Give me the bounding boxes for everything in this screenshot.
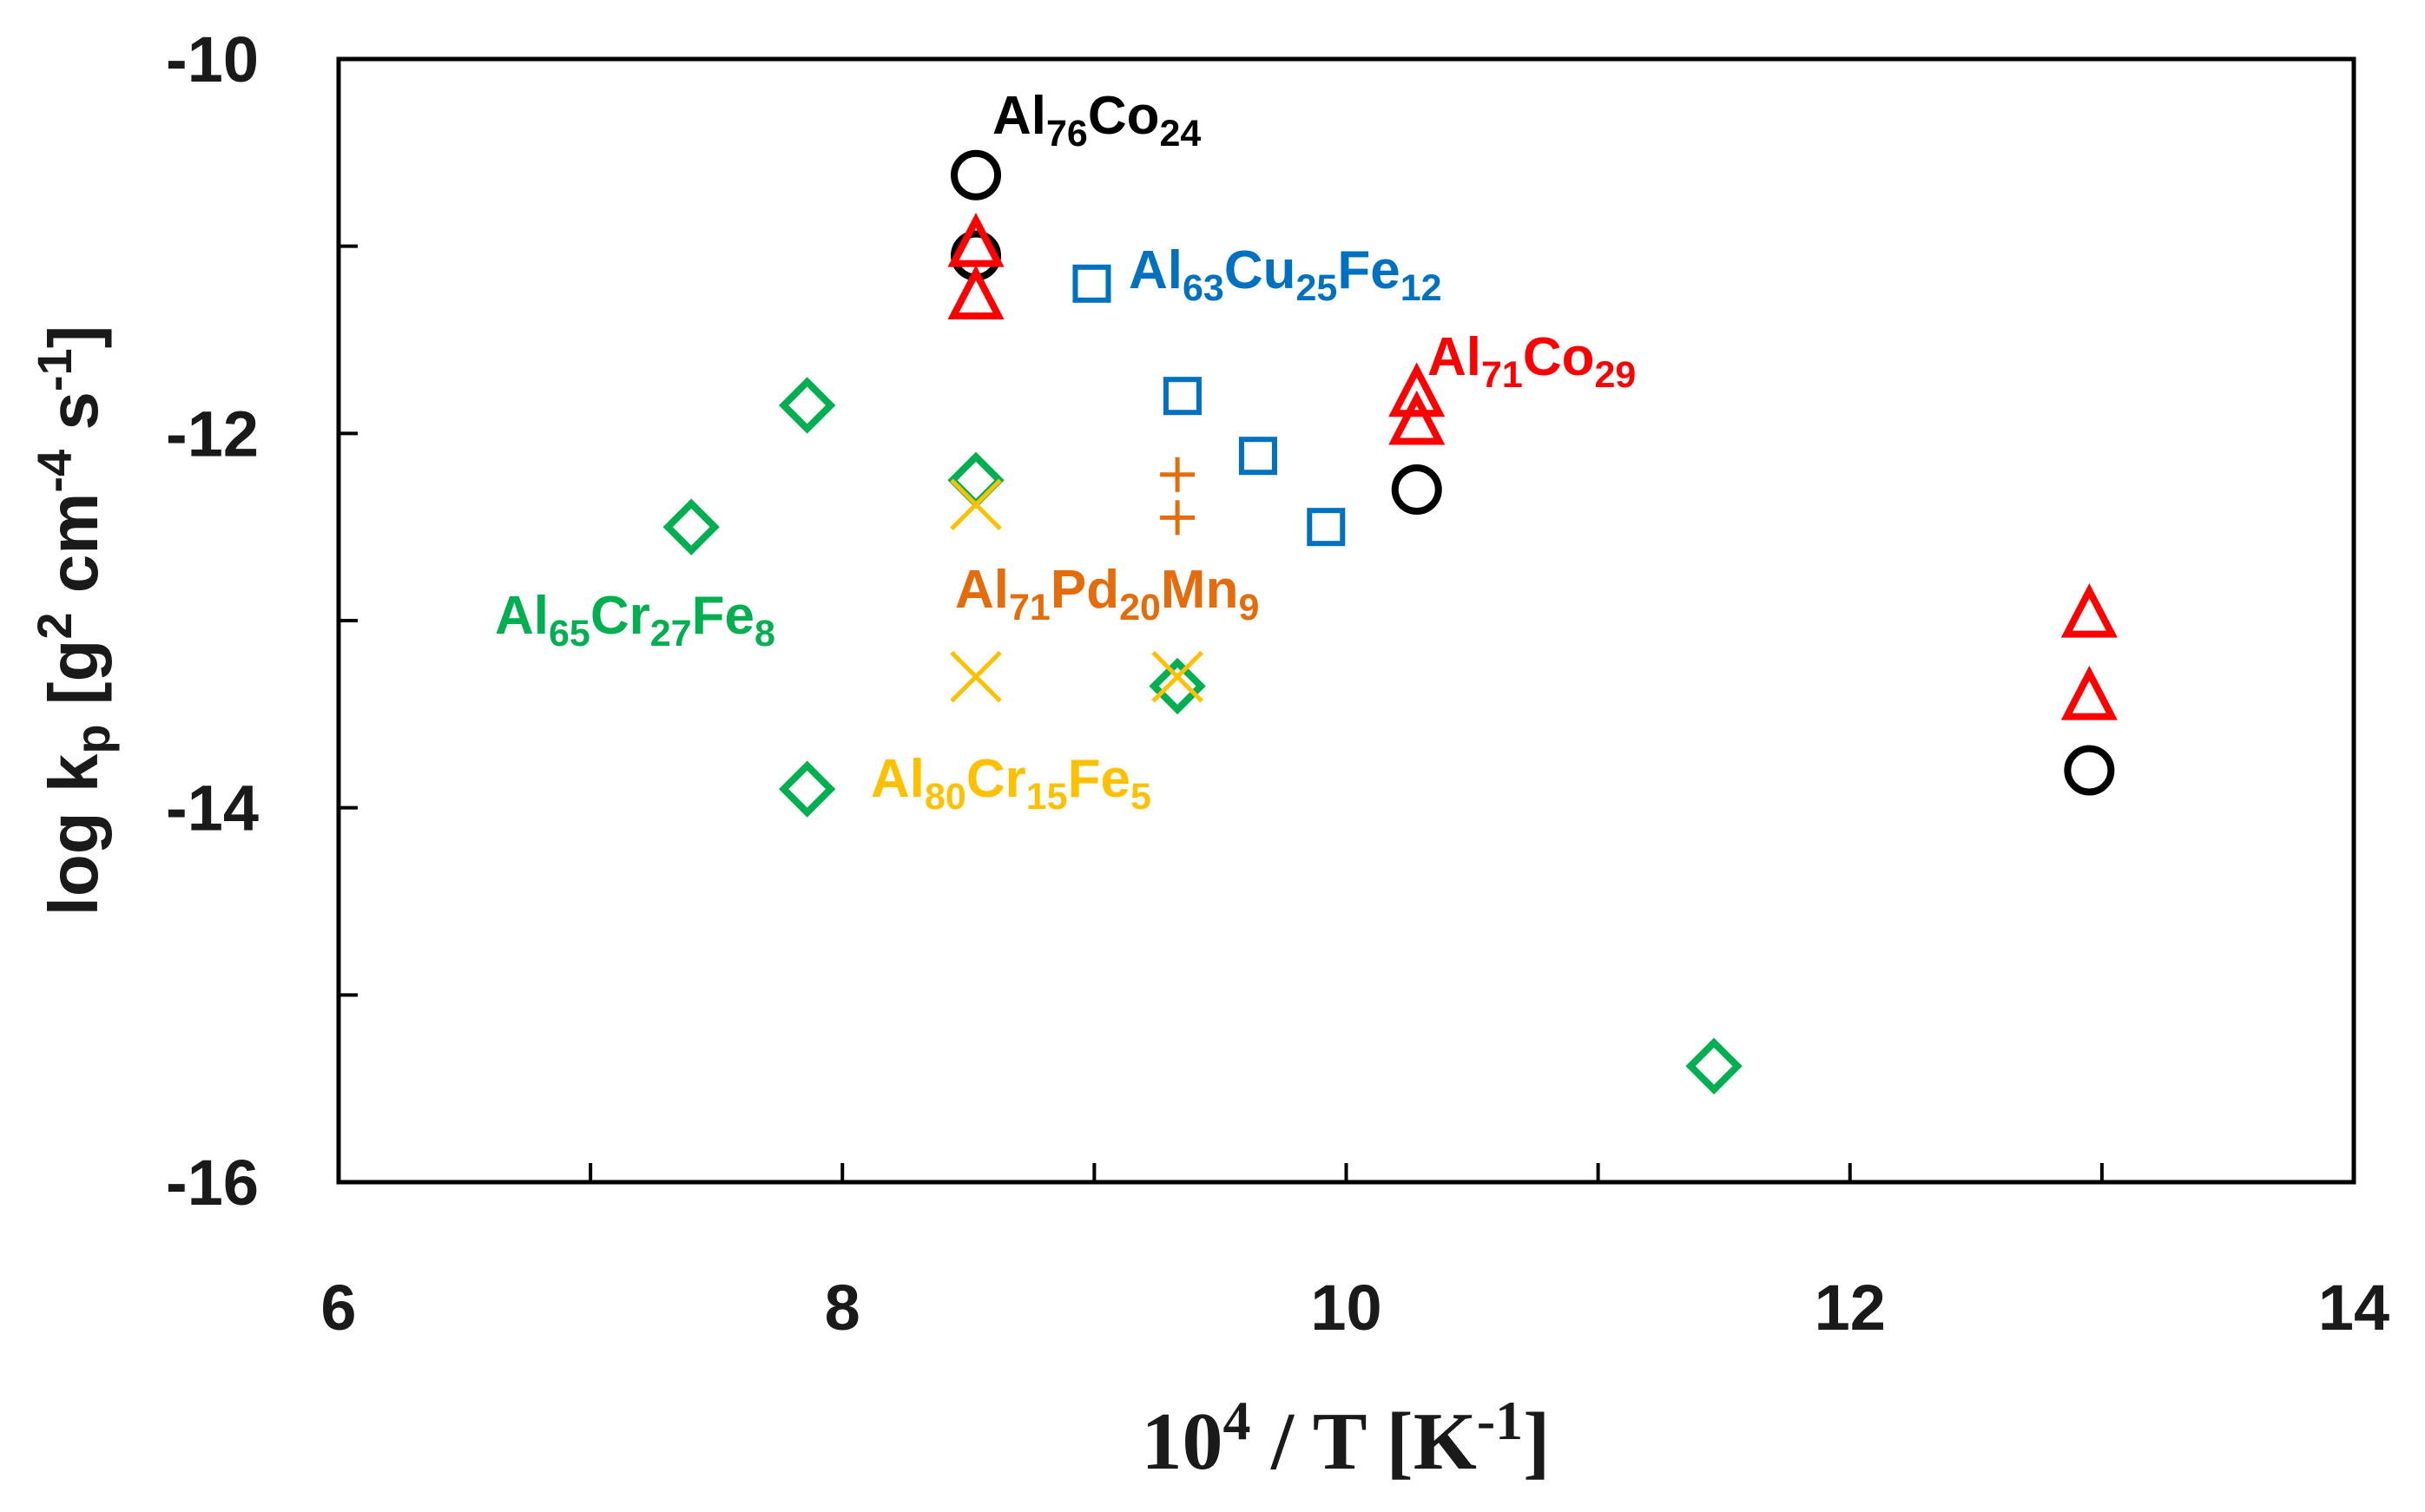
x-tick-label: 10 <box>1310 1272 1381 1344</box>
y-tick-label: -12 <box>166 398 259 470</box>
data-markers <box>662 149 2118 1095</box>
annotation-al71co29: Al71Co29 <box>1427 327 1636 396</box>
marker-al63cu25fe12-point <box>1072 264 1111 303</box>
marker-al80cr15fe5-point <box>950 478 1002 531</box>
y-axis-label: log kp [g2 cm-4 s-1] <box>27 325 120 917</box>
marker-al71pd20mn9-point <box>1160 457 1196 492</box>
marker-al65cr27fe8-point <box>947 451 1005 509</box>
marker-al71co29-point <box>2060 665 2118 720</box>
marker-al76co24-point <box>951 149 1002 201</box>
marker-al80cr15fe5-point <box>1151 650 1203 703</box>
marker-al63cu25fe12-point <box>1307 508 1346 547</box>
marker-al71co29-point <box>947 212 1005 267</box>
x-tick-label: 12 <box>1815 1272 1886 1344</box>
marker-al65cr27fe8-point <box>778 377 836 434</box>
marker-al71co29-point <box>947 265 1005 320</box>
y-tick-label: -10 <box>166 23 259 95</box>
marker-al63cu25fe12-point <box>1238 437 1277 476</box>
marker-al80cr15fe5-point <box>950 650 1002 703</box>
annotation-al80cr15fe5: Al80Cr15Fe5 <box>871 749 1151 818</box>
axis-tick-labels: 6 8 10 12 14 -10 -12 -14 -16 <box>166 23 2389 1344</box>
marker-al63cu25fe12-point <box>1163 377 1202 416</box>
marker-al71co29-point <box>1388 362 1446 417</box>
plot-area: 6 8 10 12 14 -10 -12 -14 -16 <box>166 23 2389 1344</box>
marker-al65cr27fe8-point <box>662 498 720 555</box>
marker-al76co24-point <box>2064 745 2115 796</box>
annotation-al65cr27fe8: Al65Cr27Fe8 <box>495 586 775 654</box>
y-tick-label: -16 <box>166 1147 259 1219</box>
annotation-al71pd20mn9: Al71Pd20Mn9 <box>955 560 1259 628</box>
marker-al71pd20mn9-point <box>1160 500 1196 536</box>
marker-al65cr27fe8-point <box>1685 1037 1743 1095</box>
x-axis-label: 104 / T [K-1] <box>1142 1390 1551 1487</box>
x-tick-label: 8 <box>825 1272 860 1344</box>
series-annotations: Al76Co24 Al71Co29 Al63Cu25Fe12 Al65Cr27F… <box>495 86 1636 818</box>
axis-ticks <box>339 244 2104 1182</box>
y-tick-label: -14 <box>166 772 259 845</box>
marker-al71co29-point <box>1388 390 1446 445</box>
x-tick-label: 6 <box>320 1272 356 1344</box>
marker-al76co24-point <box>1391 464 1442 516</box>
annotation-al63cu25fe12: Al63Cu25Fe12 <box>1129 240 1442 309</box>
marker-al71co29-point <box>2060 583 2118 638</box>
x-tick-label: 14 <box>2318 1272 2389 1344</box>
annotation-al76co24: Al76Co24 <box>992 86 1201 154</box>
marker-al65cr27fe8-point <box>778 760 836 818</box>
marker-al65cr27fe8-point <box>1149 657 1206 715</box>
